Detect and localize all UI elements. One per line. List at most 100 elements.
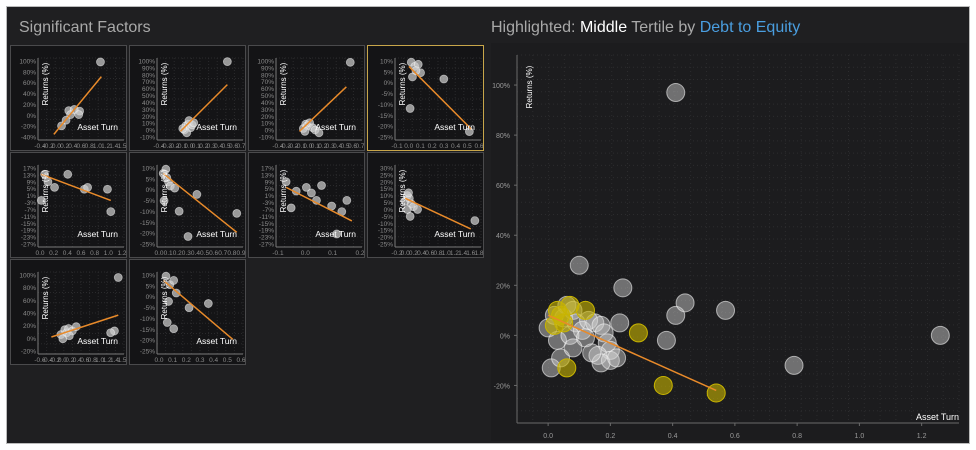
mini-x-tick-label: 0.1 — [192, 143, 201, 150]
mini-x-axis-title: Asset Turn — [196, 122, 237, 132]
mini-y-tick-label: 70% — [142, 79, 155, 86]
mini-x-tick-label: 0.4 — [214, 143, 223, 150]
mini-x-tick-label: -0.2 — [391, 250, 403, 257]
title-middle: Tertile by — [627, 19, 700, 36]
mini-data-point — [281, 177, 291, 187]
mini-y-tick-label: 1% — [27, 193, 37, 200]
mini-data-point — [342, 196, 352, 205]
mini-x-tick-label: 0.8 — [433, 250, 442, 257]
mini-y-axis-title: Returns (%) — [41, 276, 50, 319]
mini-trend-line — [53, 76, 102, 135]
mini-data-point — [161, 164, 171, 174]
mini-x-tick-label: 1.5 — [117, 143, 126, 150]
mini-data-point — [43, 177, 53, 187]
mini-x-tick-label: 0.9 — [236, 250, 245, 257]
factor-cell-10[interactable]: 10% 5% 0% -5% -10% -15% -20% -25% 0.0 0.1 0.2 0.3 0.… — [129, 259, 246, 365]
mini-y-tick-label: 50% — [142, 93, 155, 100]
factor-cell-6[interactable]: 10% 5% 0% -5% -10% -15% -20% -25% 0.0 0.1 0.2 0.3 0.… — [129, 152, 246, 258]
factor-cell-2[interactable]: 100% 90% 80% 70% 60% 50% 40% 30% 20% 10% 0% -10% -0.… — [129, 45, 246, 151]
mini-x-tick-label: -0.6 — [34, 357, 46, 364]
mini-x-tick-label: -0.4 — [272, 143, 284, 150]
mini-y-tick-label: 0% — [146, 187, 156, 194]
mini-x-tick-label: 0.3 — [182, 250, 191, 257]
mini-x-tick-label: 0.1 — [311, 143, 320, 150]
mini-x-tick-label: 0.5 — [463, 143, 472, 150]
mini-y-tick-label: -20% — [378, 235, 393, 242]
mini-x-tick-label: 0.4 — [73, 357, 82, 364]
mini-x-tick-label: 0.6 — [236, 357, 245, 364]
mini-y-tick-label: 9% — [265, 179, 275, 186]
factor-mini-chart: 10%5%0%-5%-10%-15%-20%-25%0.0 0.1 0.2 0.3 0.… — [140, 164, 246, 257]
highlighted-point — [557, 358, 577, 378]
y-tick-label: 80% — [496, 133, 510, 140]
mini-data-point — [169, 276, 179, 285]
mini-x-tick-label: 0.0 — [52, 143, 61, 150]
data-point — [582, 343, 602, 363]
data-point — [607, 348, 627, 368]
mini-y-axis-title: Returns (%) — [41, 62, 50, 105]
mini-y-tick-label: 5% — [146, 283, 156, 290]
mini-x-tick-label: 0.6 — [80, 357, 89, 364]
mini-x-tick-label: -0.2 — [168, 143, 180, 150]
mini-x-tick-label: -0.1 — [391, 143, 403, 150]
mini-y-tick-label: 100% — [19, 59, 36, 66]
mini-y-tick-label: -23% — [259, 235, 274, 242]
mini-y-tick-label: 5% — [384, 69, 394, 76]
mini-y-tick-label: -25% — [140, 349, 155, 356]
mini-y-tick-label: 30% — [142, 107, 155, 114]
factor-link[interactable]: Debt to Equity — [699, 19, 801, 36]
mini-y-tick-label: 9% — [27, 179, 37, 186]
mini-x-tick-label: 0.0 — [154, 250, 163, 257]
factor-cell-4[interactable]: 10% 5% 0% -5% -10% -15% -20% -25% -0.1 0.0 0.1 0.2 0… — [367, 45, 484, 151]
factor-cell-1[interactable]: 100% 80% 60% 40% 20% 0% -20% -40% -0.4 -0.2 0.0 0.2… — [10, 45, 127, 151]
mini-x-tick-label: -0.3 — [280, 143, 292, 150]
factor-cell-3[interactable]: 100% 90% 80% 70% 60% 50% 40% 30% 20% 10% 0% -10% -0.… — [248, 45, 365, 151]
mini-y-tick-label: 13% — [23, 172, 36, 179]
x-tick-label: 0.6 — [730, 433, 740, 440]
dashboard-frame: Significant Factors Highlighted: Middle … — [6, 6, 970, 444]
mini-y-tick-label: -7% — [262, 207, 274, 214]
mini-x-tick-label: 0.6 — [209, 250, 218, 257]
mini-y-tick-label: 10% — [380, 59, 393, 66]
mini-x-tick-label: 0.4 — [191, 250, 200, 257]
mini-x-tick-label: 0.2 — [182, 357, 191, 364]
mini-x-tick-label: 0.0 — [184, 143, 193, 150]
factor-cell-5[interactable]: 17% 13% 9% 5% 1% -3% -7% -11% -15% -19% -23% -27% 0.… — [10, 152, 127, 258]
x-tick-label: 0.0 — [543, 433, 553, 440]
mini-data-point — [286, 203, 296, 213]
mini-x-axis-title: Asset Turn — [196, 229, 237, 239]
mini-data-point — [184, 303, 194, 313]
data-point — [591, 315, 611, 335]
mini-y-tick-label: 20% — [142, 114, 155, 121]
mini-y-tick-label: 60% — [23, 80, 36, 87]
mini-y-tick-label: 10% — [380, 193, 393, 200]
mini-data-point — [232, 208, 242, 218]
x-tick-label: 0.8 — [792, 433, 802, 440]
mini-data-point — [96, 57, 105, 67]
mini-x-tick-label: -0.4 — [42, 357, 54, 364]
mini-x-tick-label: 0.0 — [154, 357, 163, 364]
title-prefix: Highlighted: — [491, 19, 580, 36]
mini-x-tick-label: 0.8 — [227, 250, 236, 257]
mini-y-tick-label: -5% — [381, 214, 393, 221]
mini-y-tick-label: -20% — [21, 349, 36, 356]
mini-y-tick-label: -15% — [378, 228, 393, 235]
mini-x-tick-label: -0.4 — [34, 143, 46, 150]
mini-y-tick-label: -15% — [259, 221, 274, 228]
mini-x-tick-label: 0.0 — [404, 143, 413, 150]
factor-cell-7[interactable]: 17% 13% 9% 5% 1% -3% -7% -11% -15% -19% -23% -27% -0… — [248, 152, 365, 258]
mini-x-tick-label: 0.2 — [355, 250, 364, 257]
mini-x-tick-label: -0.3 — [161, 143, 173, 150]
data-point — [563, 338, 583, 358]
mini-data-point — [317, 181, 326, 190]
mini-y-tick-label: 0% — [146, 128, 156, 135]
factor-cell-9[interactable]: 100% 80% 60% 40% 20% 0% -20% -0.6 -0.4 -0.2 0.0 0.2… — [10, 259, 127, 365]
mini-data-point — [106, 328, 116, 338]
mini-y-tick-label: -20% — [140, 338, 155, 345]
mini-x-tick-label: 0.2 — [409, 250, 418, 257]
mini-y-tick-label: 80% — [23, 285, 36, 292]
factor-cell-8[interactable]: 30% 25% 20% 15% 10% 5% 0% -5% -10% -15% -20% -25% -0… — [367, 152, 484, 258]
mini-x-tick-label: 0.2 — [428, 143, 437, 150]
y-tick-label: 20% — [496, 283, 510, 290]
mini-data-point — [74, 110, 84, 119]
